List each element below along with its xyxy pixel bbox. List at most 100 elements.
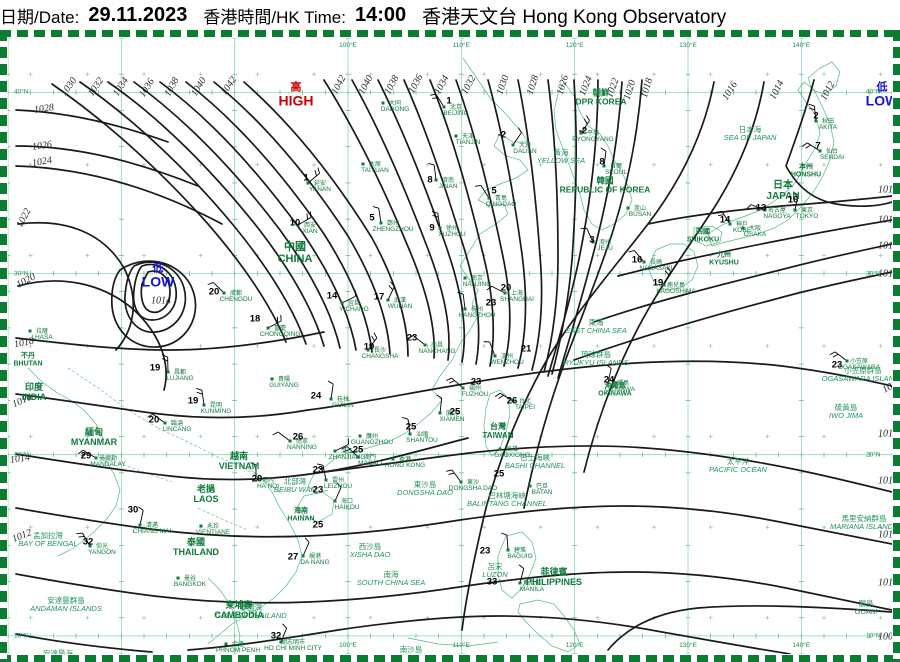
station-dot xyxy=(366,348,370,352)
station-temperature: 25 xyxy=(405,421,417,433)
station-temperature: 20 xyxy=(251,473,263,485)
latitude-label: 10°N xyxy=(866,632,881,640)
station-dot xyxy=(361,162,365,166)
station-temperature: 8 xyxy=(427,174,433,186)
date-value: 29.11.2023 xyxy=(88,3,188,26)
station-temperature: 19 xyxy=(149,362,161,374)
longitude-label: 140°E xyxy=(792,42,811,49)
station-temperature: 14 xyxy=(326,290,338,302)
station-dot xyxy=(356,455,360,459)
station-dot xyxy=(28,329,32,333)
longitude-label: 100°E xyxy=(339,42,357,49)
station-dot xyxy=(296,223,300,227)
longitude-label: 120°E xyxy=(565,42,584,49)
station-dot xyxy=(662,283,666,287)
station-temperature: 23 xyxy=(312,464,324,476)
station-dot xyxy=(442,105,446,109)
station-temperature: 8 xyxy=(599,156,605,168)
station-temperature: 9 xyxy=(429,222,435,234)
time-value: 14:00 xyxy=(354,3,407,26)
latitude-label: 10°N xyxy=(14,632,29,640)
station-dot xyxy=(138,523,142,527)
station-dot xyxy=(94,456,98,460)
border-bottom xyxy=(0,655,900,662)
organisation-name: 香港天文台 Hong Kong Observatory xyxy=(422,6,727,28)
station-dot xyxy=(814,119,818,123)
map-frame: 1028102610241022102010181016101410121010… xyxy=(0,30,900,662)
station-temperature: 7 xyxy=(815,140,821,152)
latitude-label: 40°N xyxy=(14,88,29,96)
latitude-label: 30°N xyxy=(14,270,29,278)
station-dot xyxy=(358,434,362,438)
station-temperature: 23 xyxy=(312,484,324,496)
station-dot xyxy=(518,581,522,585)
station-temperature: 2 xyxy=(813,110,819,122)
station-dot xyxy=(503,291,507,295)
longitude-label: 120°E xyxy=(565,642,584,649)
low-pressure-centre: 低 LOW xyxy=(141,262,175,290)
station-dot xyxy=(391,457,395,461)
station-dot xyxy=(434,178,438,182)
station-dot xyxy=(301,554,305,558)
station-dot xyxy=(602,164,606,168)
station-temperature: -2 xyxy=(578,125,588,137)
station-dot xyxy=(845,359,849,363)
station-dot xyxy=(591,240,595,244)
station-dot xyxy=(506,548,510,552)
station-dot xyxy=(279,640,283,644)
station-dot xyxy=(379,221,383,225)
station-temperature: 23 xyxy=(831,359,843,371)
station-temperature: 26 xyxy=(292,431,304,443)
station-dot xyxy=(176,576,180,580)
station-dot xyxy=(340,301,344,305)
station-dot xyxy=(493,354,497,358)
station-temperature: 5 xyxy=(369,212,375,224)
station-dot xyxy=(163,421,167,425)
station-temperature: 21 xyxy=(520,343,532,355)
station-temperature: 30 xyxy=(127,504,139,516)
graticule-layer xyxy=(8,38,892,654)
station-temperature: 25 xyxy=(352,444,364,456)
longitude-label: 130°E xyxy=(679,42,697,49)
station-dot xyxy=(381,101,385,105)
station-dot xyxy=(222,291,226,295)
station-dot xyxy=(763,208,767,212)
station-dot xyxy=(199,524,203,528)
station-dot xyxy=(454,134,458,138)
longitude-label: 140°E xyxy=(792,642,811,649)
station-dot xyxy=(270,377,274,381)
map-graphics xyxy=(8,38,892,654)
latitude-label: 20°N xyxy=(866,451,881,459)
station-temperature: 23 xyxy=(406,332,418,344)
date-label: 日期/Date: xyxy=(0,7,80,27)
station-temperature: 27 xyxy=(287,551,299,563)
station-dot xyxy=(461,386,465,390)
station-dot xyxy=(498,447,502,451)
station-temperature: 23 xyxy=(479,545,491,557)
station-temperature: 20 xyxy=(500,282,512,294)
station-temperature: 26 xyxy=(506,395,518,407)
station-temperature: 10 xyxy=(289,217,301,229)
station-temperature: 17 xyxy=(373,291,385,303)
station-temperature: 19 xyxy=(652,277,664,289)
station-dot xyxy=(224,642,228,646)
low-pressure-centre: 低 LOW xyxy=(865,81,892,109)
station-temperature: 32 xyxy=(270,630,282,642)
station-temperature: 19 xyxy=(187,395,199,407)
station-temperature: 19 xyxy=(363,341,375,353)
station-temperature: 20 xyxy=(208,286,220,298)
station-temperature: 25 xyxy=(312,519,324,531)
station-temperature: 14 xyxy=(719,214,731,226)
longitude-label: 110°E xyxy=(452,42,470,49)
border-top xyxy=(0,30,900,37)
station-temperature: 23 xyxy=(485,297,497,309)
border-left xyxy=(0,30,7,662)
station-temperature: 16 xyxy=(631,254,643,266)
longitude-label: 130°E xyxy=(679,642,697,649)
station-dot xyxy=(329,397,333,401)
high-pressure-centre: 高 HIGH xyxy=(278,81,314,109)
station-dot xyxy=(438,411,442,415)
station-dot xyxy=(511,143,515,147)
station-dot xyxy=(324,478,328,482)
station-dot xyxy=(386,298,390,302)
